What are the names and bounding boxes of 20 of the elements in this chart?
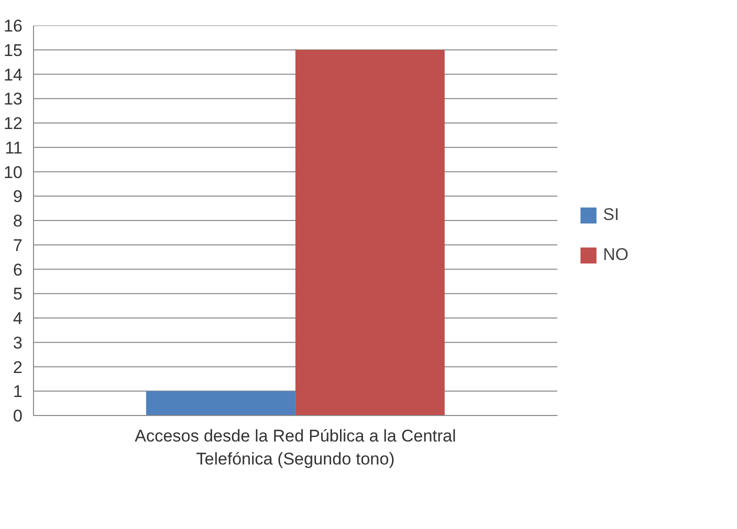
y-tick-label: 4: [13, 309, 23, 328]
y-tick-label: 6: [13, 260, 23, 280]
y-tick-label: 13: [4, 90, 23, 109]
y-tick-label: 3: [13, 333, 23, 352]
y-tick-label: 0: [13, 406, 23, 426]
y-tick-label: 8: [13, 212, 23, 230]
y-tick-label: 1: [13, 382, 23, 402]
y-tick-label: 11: [4, 138, 23, 158]
legend-label: NO: [603, 245, 628, 265]
x-tick-label: Accesos desde la Red Pública a la Central Telefónica (Segundo tono): [134, 426, 456, 468]
y-tick-label: 16: [4, 16, 23, 36]
y-tick-label: 2: [13, 358, 23, 377]
y-tick-label: 9: [13, 187, 23, 206]
y-tick-label: 12: [4, 114, 23, 133]
legend-label: SI: [603, 205, 620, 225]
y-tick-label: 10: [4, 162, 23, 182]
y-tick-label: 5: [13, 284, 23, 304]
y-tick-label: 15: [4, 40, 23, 60]
y-tick-label: 7: [13, 236, 23, 255]
y-tick-label: 14: [4, 65, 23, 84]
